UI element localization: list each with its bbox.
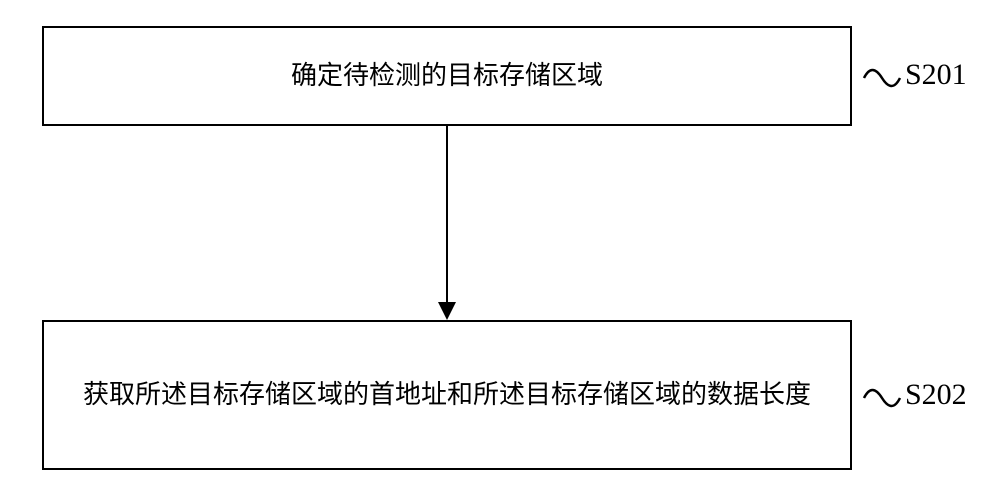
step-box-s202: 获取所述目标存储区域的首地址和所述目标存储区域的数据长度 <box>42 320 852 470</box>
edge-s201-s202 <box>432 126 462 320</box>
step-label-s202: S202 <box>905 378 967 412</box>
step-text-s201: 确定待检测的目标存储区域 <box>291 55 603 97</box>
flowchart-canvas: 确定待检测的目标存储区域 S201 获取所述目标存储区域的首地址和所述目标存储区… <box>0 0 1000 502</box>
step-label-s201: S201 <box>905 58 967 92</box>
step-text-s202: 获取所述目标存储区域的首地址和所述目标存储区域的数据长度 <box>83 374 811 416</box>
squiggle-s201 <box>862 58 902 98</box>
squiggle-s202 <box>862 378 902 418</box>
step-box-s201: 确定待检测的目标存储区域 <box>42 26 852 126</box>
